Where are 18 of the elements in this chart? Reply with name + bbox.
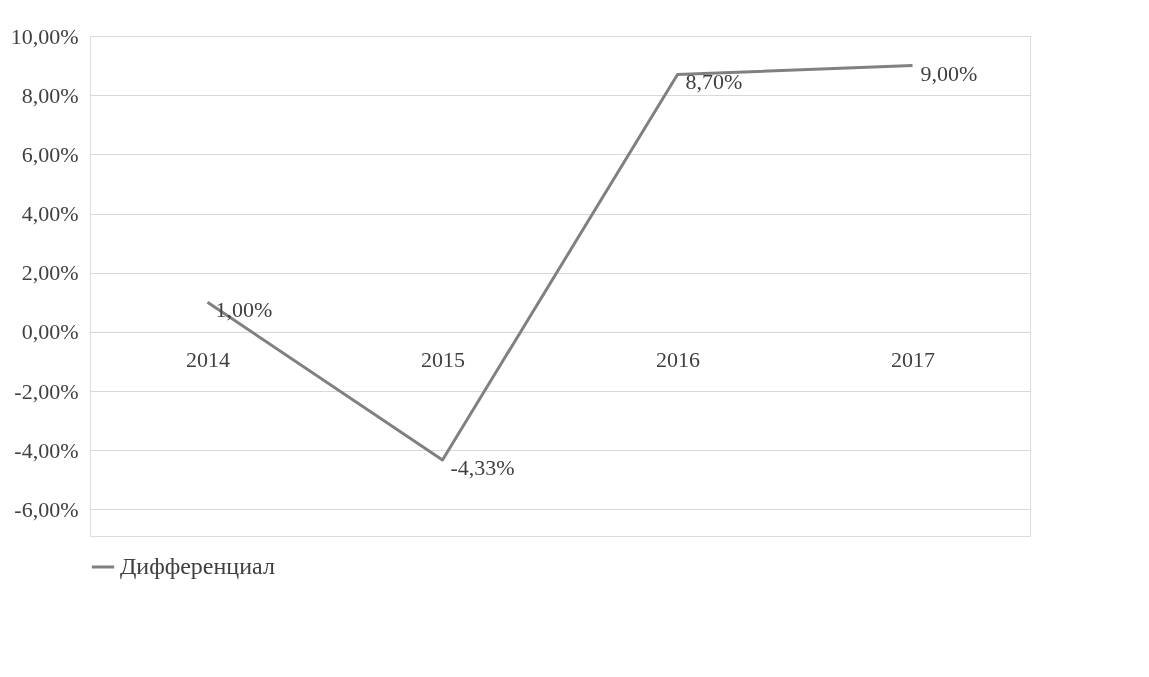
y-tick-label: -4,00% bbox=[14, 437, 79, 463]
y-tick-label: -2,00% bbox=[14, 378, 79, 404]
x-tick-label: 2016 bbox=[656, 347, 700, 373]
legend-label: Дифференциал bbox=[120, 553, 275, 579]
y-tick-label: 0,00% bbox=[21, 319, 79, 345]
x-tick-label: 2017 bbox=[891, 347, 935, 373]
data-label: 9,00% bbox=[920, 60, 978, 86]
y-tick-label: 2,00% bbox=[21, 260, 79, 286]
y-tick-label: 8,00% bbox=[21, 82, 79, 108]
data-label: 1,00% bbox=[215, 297, 273, 323]
x-tick-label: 2014 bbox=[186, 347, 230, 373]
y-tick-label: -6,00% bbox=[14, 496, 79, 522]
y-tick-label: 6,00% bbox=[21, 141, 79, 167]
x-tick-label: 2015 bbox=[421, 347, 465, 373]
data-label: -4,33% bbox=[450, 454, 515, 480]
data-label: 8,70% bbox=[685, 69, 743, 95]
y-tick-label: 4,00% bbox=[21, 201, 79, 227]
y-tick-label: 10,00% bbox=[10, 23, 79, 49]
